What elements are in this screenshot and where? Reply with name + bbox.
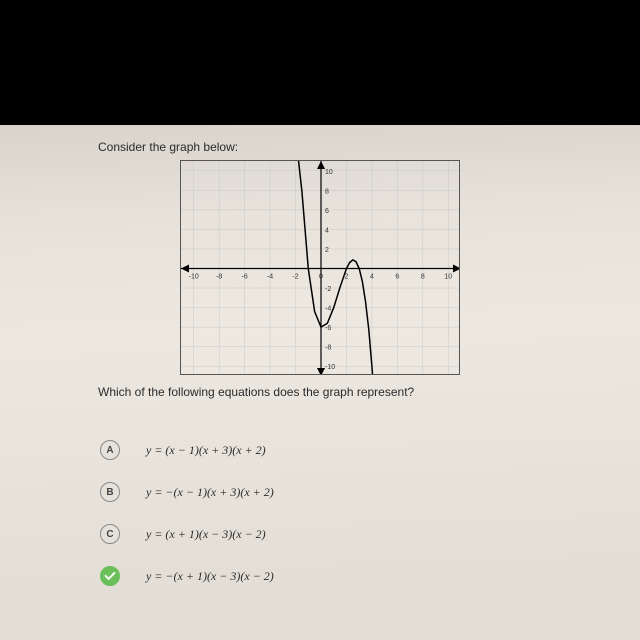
choice-d[interactable]: y = −(x + 1)(x − 3)(x − 2) [100, 566, 274, 586]
choice-b[interactable]: By = −(x − 1)(x + 3)(x + 2) [100, 482, 274, 502]
choice-bubble[interactable]: B [100, 482, 120, 502]
worksheet-page: Consider the graph below: -10-8-6-4-2024… [0, 125, 640, 640]
svg-text:-2: -2 [325, 286, 331, 293]
equation-text: y = (x − 1)(x + 3)(x + 2) [146, 443, 266, 458]
svg-text:6: 6 [325, 208, 329, 215]
check-icon [104, 569, 115, 580]
svg-text:8: 8 [325, 188, 329, 195]
equation-text: y = −(x − 1)(x + 3)(x + 2) [146, 485, 274, 500]
equation-text: y = −(x + 1)(x − 3)(x − 2) [146, 569, 274, 584]
svg-text:-8: -8 [325, 345, 331, 352]
svg-text:0: 0 [319, 274, 323, 281]
svg-text:-6: -6 [325, 325, 331, 332]
svg-text:10: 10 [325, 169, 333, 176]
svg-text:8: 8 [421, 274, 425, 281]
choice-bubble[interactable]: C [100, 524, 120, 544]
svg-text:-8: -8 [216, 274, 222, 281]
function-graph: -10-8-6-4-20246810246810-2-4-6-8-10 [181, 161, 459, 374]
svg-text:-6: -6 [242, 274, 248, 281]
choice-c[interactable]: Cy = (x + 1)(x − 3)(x − 2) [100, 524, 274, 544]
svg-text:10: 10 [444, 274, 452, 281]
svg-text:-2: -2 [292, 274, 298, 281]
question-text: Which of the following equations does th… [98, 385, 414, 399]
svg-text:-10: -10 [325, 364, 335, 371]
svg-text:4: 4 [325, 227, 329, 234]
answer-choices: Ay = (x − 1)(x + 3)(x + 2) By = −(x − 1)(… [100, 440, 274, 608]
choice-bubble[interactable]: A [100, 440, 120, 460]
svg-text:6: 6 [395, 274, 399, 281]
choice-a[interactable]: Ay = (x − 1)(x + 3)(x + 2) [100, 440, 274, 460]
prompt-text: Consider the graph below: [98, 140, 238, 154]
svg-text:4: 4 [370, 274, 374, 281]
svg-text:-4: -4 [325, 306, 331, 313]
svg-text:-4: -4 [267, 274, 273, 281]
choice-bubble-correct[interactable] [100, 566, 120, 586]
graph-container: -10-8-6-4-20246810246810-2-4-6-8-10 [180, 160, 460, 375]
svg-text:2: 2 [325, 247, 329, 254]
svg-text:-10: -10 [189, 274, 199, 281]
equation-text: y = (x + 1)(x − 3)(x − 2) [146, 527, 266, 542]
